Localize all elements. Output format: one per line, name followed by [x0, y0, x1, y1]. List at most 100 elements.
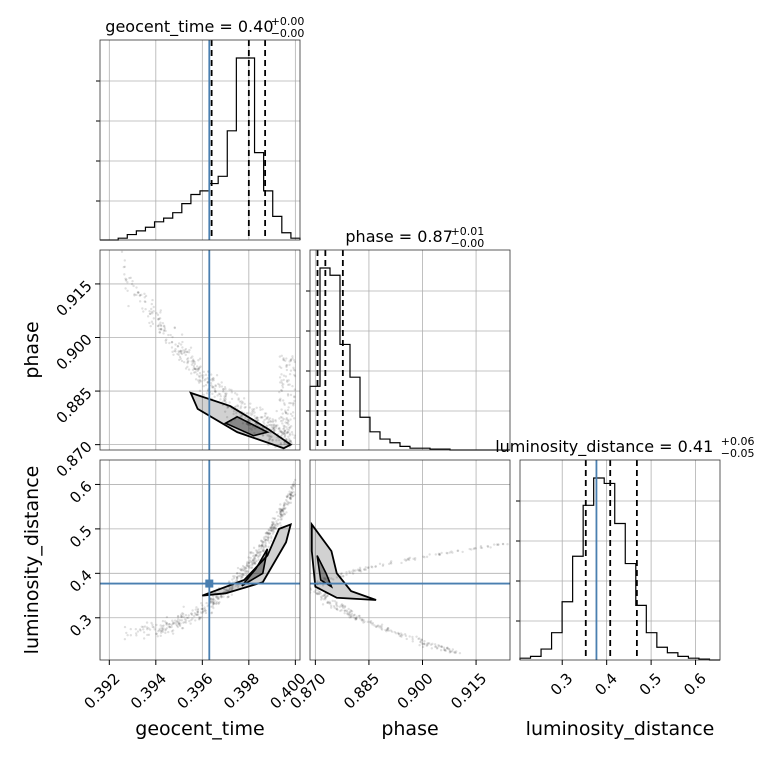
sample-point [160, 328, 163, 331]
sample-point [353, 616, 356, 620]
sample-point [281, 509, 285, 513]
title-main: geocent_time = 0.40 [105, 17, 273, 37]
sample-point [370, 565, 373, 568]
sample-point [246, 569, 249, 573]
sample-point [246, 411, 249, 415]
sample-point [704, 518, 706, 520]
sample-point [286, 493, 290, 496]
sample-point [692, 520, 694, 522]
sample-point [194, 608, 198, 611]
sample-point [181, 612, 184, 615]
sample-point [211, 386, 214, 389]
sample-point [135, 293, 138, 297]
sample-point [215, 596, 218, 599]
sample-point [621, 527, 623, 529]
sample-point [138, 294, 142, 297]
sample-point [343, 604, 347, 608]
sample-point [380, 627, 383, 630]
x-tick-label-luminosity_distance: 0.6 [680, 670, 710, 700]
sample-point [265, 532, 268, 535]
sample-point [266, 421, 270, 424]
sample-point [283, 430, 287, 433]
sample-point [162, 627, 165, 630]
sample-point [324, 578, 327, 581]
sample-point [171, 622, 175, 625]
sample-point [451, 551, 454, 554]
sample-point [665, 522, 667, 524]
sample-point [274, 526, 277, 530]
sample-point [280, 388, 283, 392]
sample-point [246, 560, 249, 564]
sample-point [340, 604, 343, 607]
sample-point [193, 367, 197, 371]
sample-point [272, 423, 275, 427]
sample-point [320, 596, 323, 600]
sample-point [479, 544, 483, 548]
sample-point [265, 417, 268, 421]
sample-point [215, 595, 218, 598]
sample-point [290, 495, 293, 499]
sample-point [415, 635, 418, 638]
sample-point [669, 522, 671, 524]
sample-point [213, 389, 217, 393]
sample-point [201, 611, 204, 615]
sample-point [272, 425, 275, 428]
sample-point [448, 651, 452, 654]
sample-point [202, 384, 206, 388]
sample-point [217, 596, 220, 599]
sample-point [728, 515, 730, 517]
sample-point [234, 584, 237, 588]
sample-point [290, 0, 292, 1]
sample-point [501, 542, 505, 546]
panel-geocent_time-luminosity_distance [123, 478, 297, 641]
sample-point [272, 525, 276, 529]
sample-point [340, 572, 343, 575]
sample-point [234, 405, 238, 408]
sample-point [277, 427, 280, 431]
sample-point [210, 598, 213, 601]
sample-point [218, 393, 222, 396]
sample-point [354, 618, 358, 621]
sample-point [228, 401, 231, 404]
sample-point [198, 389, 202, 393]
sample-point [245, 567, 248, 570]
sample-point [189, 356, 193, 360]
sample-point [349, 608, 352, 612]
sample-point [420, 638, 423, 642]
sample-point [278, 507, 281, 511]
sample-point [120, 250, 124, 254]
sample-point [280, 379, 283, 382]
sample-point [264, 538, 267, 542]
sample-point [252, 558, 255, 562]
sample-point [438, 553, 442, 557]
sample-point [257, 548, 261, 551]
sample-point [257, 419, 260, 422]
sample-point [425, 555, 429, 559]
sample-point [407, 557, 410, 560]
sample-point [286, 392, 290, 396]
sample-point [279, 441, 283, 445]
sample-point [722, 516, 724, 518]
sample-point [289, 358, 293, 361]
sample-point [693, 518, 695, 520]
x-tick-label-luminosity_distance: 0.5 [636, 670, 666, 700]
sample-point [230, 587, 234, 591]
sample-point [175, 623, 178, 626]
sample-point [242, 573, 245, 576]
sample-point [196, 609, 200, 612]
sample-point [247, 556, 250, 559]
sample-point [280, 513, 283, 516]
y-tick-label-luminosity_distance: 0.3 [66, 611, 96, 641]
sample-point [170, 623, 173, 627]
sample-point [175, 620, 179, 623]
y-axis-label-phase: phase [21, 321, 43, 378]
sample-point [448, 551, 451, 554]
sample-point [218, 383, 221, 387]
sample-point [279, 507, 282, 511]
sample-point [177, 621, 180, 625]
sample-point [216, 597, 219, 600]
sample-point [240, 415, 243, 419]
x-axis-label-luminosity_distance: luminosity_distance [526, 718, 715, 740]
sample-point [270, 536, 273, 540]
sample-point [748, 512, 750, 514]
